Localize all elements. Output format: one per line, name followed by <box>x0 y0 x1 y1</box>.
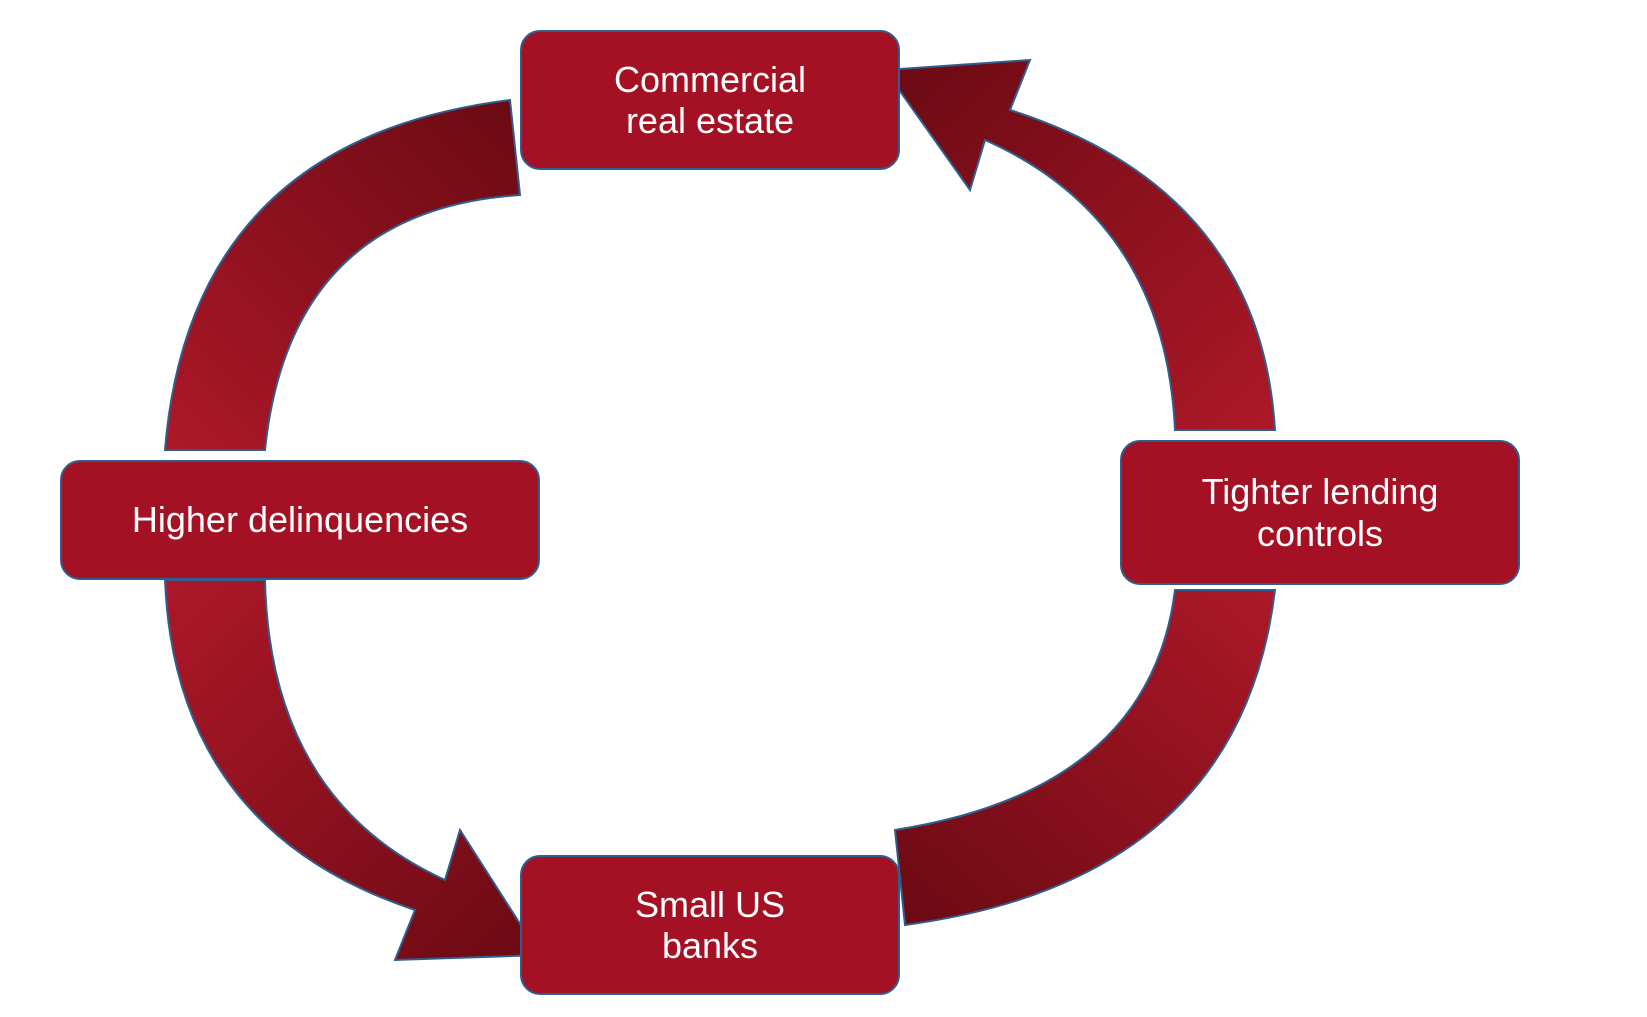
arrow-left-to-bottom <box>165 580 540 960</box>
node-commercial-real-estate: Commercialreal estate <box>520 30 900 170</box>
node-label: Commercialreal estate <box>614 59 806 142</box>
arrow-right-to-top <box>885 60 1275 430</box>
node-label: Tighter lendingcontrols <box>1202 471 1439 554</box>
arrow-top-to-left <box>165 100 520 450</box>
node-small-us-banks: Small USbanks <box>520 855 900 995</box>
node-label: Small USbanks <box>635 884 785 967</box>
arrow-bottom-to-right <box>895 590 1275 925</box>
cycle-diagram: Commercialreal estate Higher delinquenci… <box>0 0 1647 1017</box>
node-label: Higher delinquencies <box>132 499 468 540</box>
node-tighter-lending-controls: Tighter lendingcontrols <box>1120 440 1520 585</box>
node-higher-delinquencies: Higher delinquencies <box>60 460 540 580</box>
